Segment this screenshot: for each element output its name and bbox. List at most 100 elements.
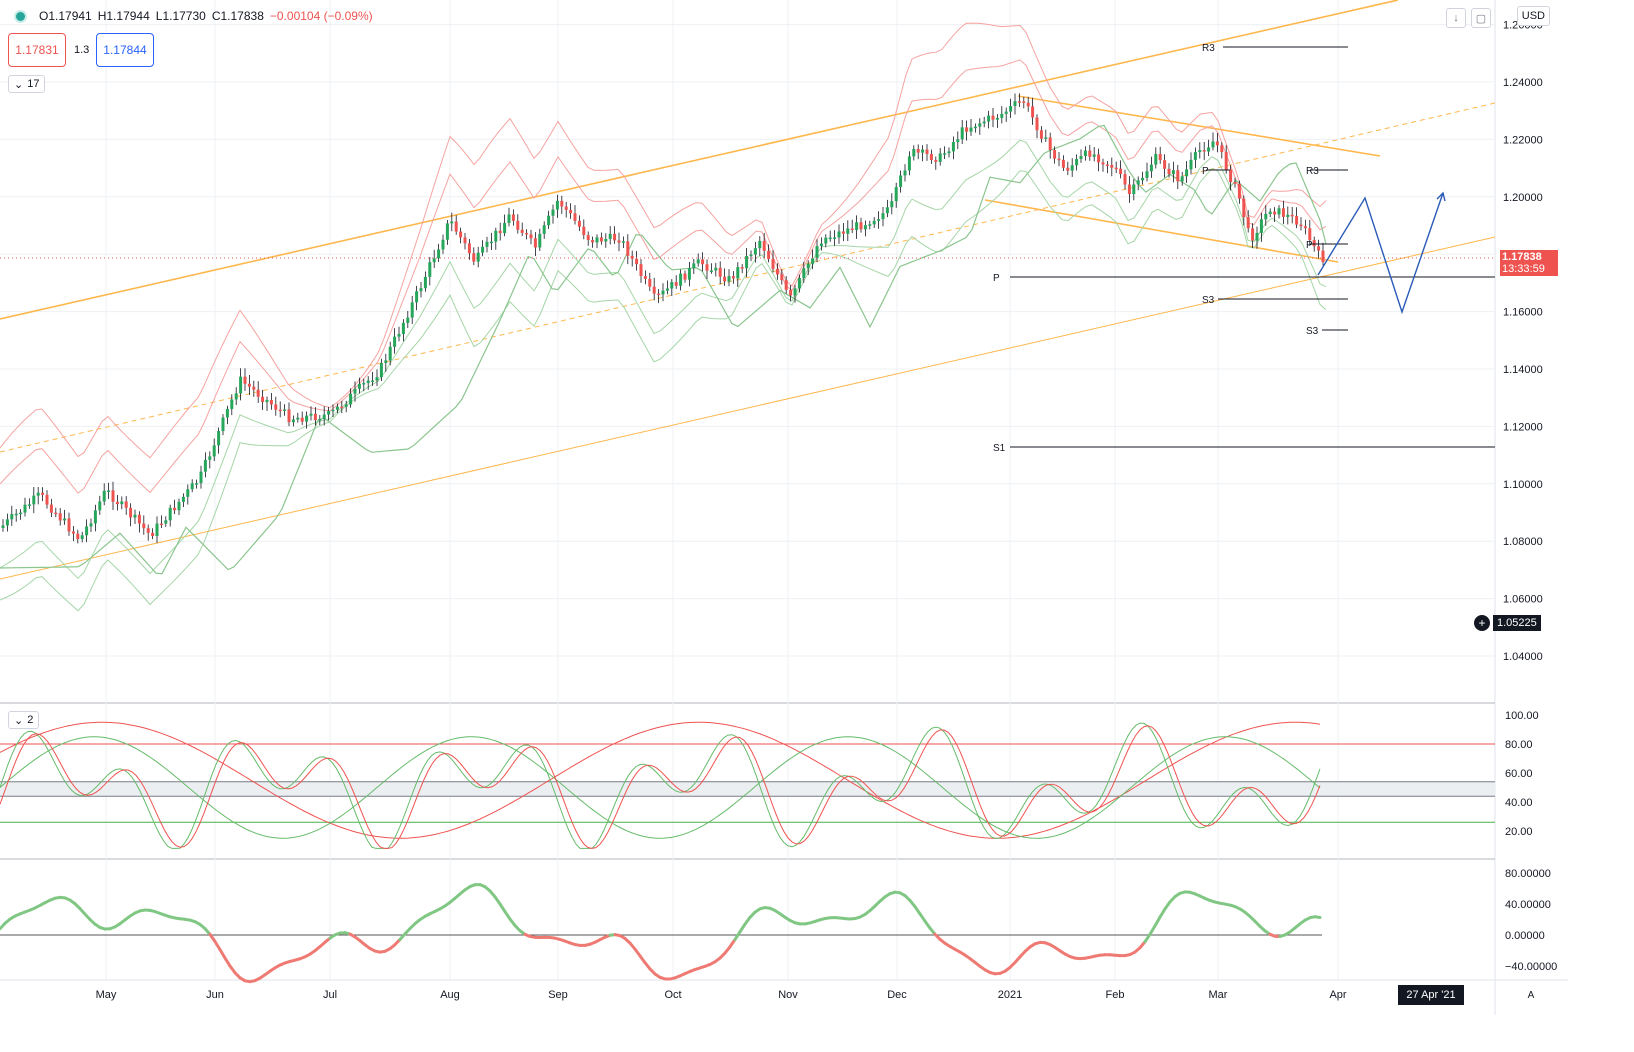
crosshair-price-tag[interactable]: + 1.05225 [1474, 614, 1541, 632]
candle-up [265, 399, 269, 403]
candle-up [203, 459, 207, 472]
bollinger-upper-inner [0, 59, 1327, 494]
candle-up [10, 514, 14, 520]
download-button[interactable]: ↓ [1446, 8, 1466, 28]
candle-up [921, 149, 925, 153]
bollinger-lower-outer [0, 167, 1327, 612]
candle-down [472, 253, 476, 262]
candle-down [1242, 198, 1246, 218]
candle-down [261, 396, 265, 403]
candle-down [115, 501, 119, 505]
candle-up [225, 408, 229, 418]
momentum-tick-label: 40.00000 [1505, 899, 1551, 911]
candle-up [1268, 211, 1272, 214]
candle-up [195, 483, 199, 485]
candle-up [1149, 164, 1153, 172]
indicators-toggle[interactable]: ⌄ 17 [8, 75, 46, 93]
candle-down [124, 501, 128, 508]
fullscreen-button[interactable]: ▢ [1471, 8, 1491, 28]
buy-button[interactable]: 1.17844 [96, 33, 154, 67]
oscillator-tick-label: 80.00 [1505, 739, 1533, 751]
momentum-tick-label: 80.00000 [1505, 868, 1551, 880]
momentum-segment-negative [218, 948, 227, 960]
candle-down [1167, 168, 1171, 175]
candle-up [547, 215, 551, 226]
candle-up [960, 127, 964, 140]
candle-up [758, 240, 762, 249]
candle-down [467, 243, 471, 254]
chevron-down-icon: ⌄ [14, 714, 24, 727]
chart-canvas[interactable]: 1.260001.240001.220001.200001.180001.160… [0, 0, 1568, 1015]
candle-up [982, 121, 986, 124]
price-tick-label: 1.10000 [1503, 479, 1543, 491]
candle-up [234, 393, 238, 400]
wedge-lower-line [984, 199, 1339, 263]
currency-selector[interactable]: USD [1516, 6, 1550, 26]
candle-up [912, 148, 916, 157]
candle-down [67, 518, 71, 532]
candle-down [723, 276, 727, 282]
candle-up [476, 252, 480, 262]
price-tick-label: 1.06000 [1503, 594, 1543, 606]
candle-up [978, 123, 982, 127]
candle-up [1083, 150, 1087, 157]
oscillator-tick-label: 60.00 [1505, 768, 1533, 780]
candle-up [903, 170, 907, 176]
candle-down [1053, 149, 1057, 159]
auto-scale-button[interactable]: A [1522, 986, 1540, 1004]
time-axis-label: May [96, 989, 117, 1001]
candle-up [1013, 101, 1017, 107]
candle-up [230, 399, 234, 409]
candle-down [1127, 184, 1131, 195]
candle-up [995, 117, 999, 120]
candle-up [692, 263, 696, 269]
sell-price: 1.17831 [15, 43, 59, 57]
pivot-level-label: P [1202, 166, 1209, 177]
bollinger-lower-inner [0, 139, 1327, 580]
candle-up [212, 445, 216, 457]
moving-average-line [0, 124, 1327, 575]
candle-down [841, 231, 845, 234]
plus-circle-icon[interactable]: + [1474, 615, 1490, 631]
sell-button[interactable]: 1.17831 [8, 33, 66, 67]
candle-down [569, 209, 573, 214]
candle-down [573, 213, 577, 221]
candle-up [899, 175, 903, 188]
candle-down [252, 386, 256, 390]
candle-up [437, 249, 441, 259]
candle-up [221, 417, 225, 432]
time-axis-label: Mar [1209, 989, 1228, 1001]
candle-down [564, 206, 568, 210]
oscillator-fast-red [0, 725, 1321, 849]
candle-up [736, 267, 740, 279]
candle-down [780, 274, 784, 281]
candle-up [828, 237, 832, 240]
candle-up [432, 258, 436, 263]
candle-up [120, 501, 124, 505]
candle-down [1202, 150, 1206, 152]
time-axis-label: Dec [887, 989, 907, 1001]
candle-down [45, 494, 49, 505]
candle-up [494, 230, 498, 242]
candle-up [36, 492, 40, 496]
candle-up [1286, 214, 1290, 217]
candle-down [49, 504, 53, 513]
candle-down [767, 250, 771, 260]
close-value: C1.17838 [211, 9, 264, 23]
candle-up [199, 471, 203, 484]
momentum-segment-positive [1153, 915, 1162, 928]
candle-down [1312, 240, 1316, 247]
projection-path [1317, 192, 1444, 315]
bar-countdown: 13:33:59 [1502, 263, 1545, 275]
candle-up [1277, 208, 1281, 215]
candle-down [1097, 154, 1101, 163]
candle-down [1295, 215, 1299, 225]
candle-down [560, 200, 564, 207]
candle-down [1176, 170, 1180, 182]
candle-down [925, 149, 929, 154]
candle-down [1317, 246, 1321, 251]
candle-up [687, 268, 691, 280]
candle-down [991, 115, 995, 120]
oscillator-pane-toggle[interactable]: ⌄ 2 [8, 711, 40, 729]
candle-up [335, 406, 339, 410]
